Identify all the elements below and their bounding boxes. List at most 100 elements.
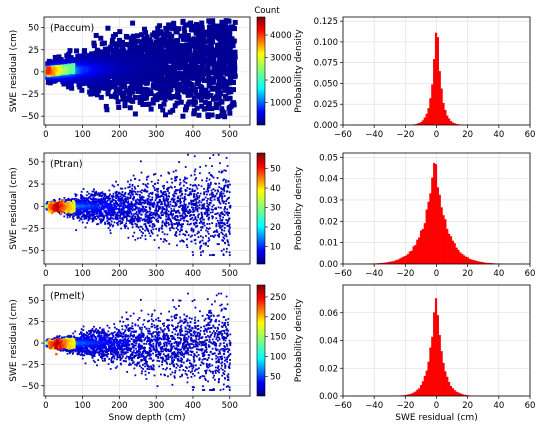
heatmap-cell (204, 213, 206, 216)
heatmap-cell (174, 85, 180, 91)
heatmap-cell (198, 97, 204, 103)
heatmap-cell (179, 240, 182, 243)
heatmap-cell (117, 199, 120, 201)
heatmap-cell (186, 206, 189, 209)
heatmap-cell (198, 207, 201, 209)
heatmap-cell (96, 194, 99, 196)
heatmap-cell (186, 231, 188, 234)
x-tick-label: −60 (334, 130, 352, 140)
heatmap-cell (100, 214, 103, 217)
heatmap-cell (181, 192, 183, 195)
heatmap-cell (198, 204, 201, 206)
heatmap-cell (225, 156, 228, 159)
heatmap-cell (64, 199, 67, 202)
heatmap-cell (129, 218, 132, 221)
heatmap-cell (165, 57, 171, 63)
heatmap-cell (144, 213, 147, 216)
heatmap-cell (144, 190, 146, 193)
heatmap-cell (208, 178, 211, 181)
heatmap-cell (91, 220, 94, 223)
heatmap-cell (162, 206, 164, 208)
heatmap-cell (124, 204, 127, 207)
heatmap-cell (124, 201, 127, 204)
heatmap-cell (212, 209, 214, 211)
heatmap-cell (66, 214, 69, 217)
heatmap-cell (186, 210, 189, 213)
heatmap-cell (215, 42, 221, 48)
heatmap-cell (104, 202, 107, 205)
heatmap-cell (181, 53, 187, 59)
heatmap-cell (220, 231, 223, 234)
heatmap-cell (171, 205, 174, 207)
heatmap-cell (106, 211, 109, 214)
heatmap-cell (230, 61, 236, 67)
heatmap-cell (200, 229, 203, 232)
heatmap-cell (227, 95, 233, 101)
heatmap-cell (155, 228, 158, 230)
heatmap-cell (195, 198, 198, 201)
heatmap-cell (221, 62, 227, 68)
heatmap-cell (160, 211, 163, 214)
heatmap-cell (107, 204, 110, 207)
histogram-bar (421, 120, 425, 125)
heatmap-cell (206, 75, 212, 81)
heatmap-cell (223, 214, 226, 216)
heatmap-cell (150, 32, 156, 38)
heatmap-cell (160, 190, 162, 192)
heatmap-cell (180, 62, 186, 68)
heatmap-cell (161, 221, 164, 224)
heatmap-cell (66, 198, 69, 201)
heatmap-cell (124, 95, 130, 101)
heatmap-cell (140, 101, 146, 107)
heatmap-cell (137, 68, 143, 74)
heatmap-cell (157, 95, 163, 101)
heatmap-cell (229, 204, 232, 207)
heatmap-cell (217, 39, 223, 45)
heatmap-cell (158, 227, 161, 230)
heatmap-cell (78, 219, 81, 222)
heatmap-cell (189, 70, 195, 76)
heatmap-cell (95, 190, 98, 193)
x-tick-label: 200 (111, 130, 127, 140)
heatmap-cell (146, 221, 149, 224)
heatmap-cell (71, 212, 74, 215)
heatmap-cell (188, 194, 190, 197)
heatmap-cell (158, 89, 164, 95)
axes-frame (342, 16, 531, 126)
heatmap-cell (228, 196, 231, 199)
heatmap-cell (91, 43, 97, 49)
heatmap-cell (140, 93, 146, 99)
heatmap-cell (224, 206, 226, 208)
heatmap-cell (161, 227, 163, 230)
heatmap-cell (206, 202, 209, 205)
heatmap-cell (205, 208, 208, 210)
heatmap-cell (191, 203, 194, 206)
heatmap-cell (147, 197, 150, 200)
heatmap-cell (76, 211, 79, 214)
heatmap-cell (87, 218, 90, 221)
heatmap-cell (121, 213, 124, 216)
heatmap-cell (198, 241, 201, 244)
heatmap-cell (220, 222, 223, 225)
heatmap-cell (132, 214, 135, 217)
heatmap-cell (111, 216, 113, 219)
heatmap-cell (207, 19, 213, 25)
heatmap-cell (122, 203, 125, 206)
heatmap-cell (163, 60, 169, 66)
heatmap-cell (124, 195, 127, 198)
heatmap-cell (121, 48, 127, 54)
heatmap-cell (193, 204, 195, 206)
heatmap-cell (180, 187, 183, 190)
y-tick-label: −25 (21, 90, 39, 100)
heatmap-cell (226, 211, 229, 214)
heatmap-cell (202, 223, 205, 225)
heatmap-cell (170, 186, 173, 189)
heatmap-cell (222, 253, 225, 256)
heatmap-cell (99, 192, 102, 195)
histogram-bar (419, 122, 423, 125)
heatmap-cell (193, 70, 199, 76)
heatmap-cell (140, 171, 143, 174)
heatmap-cell (202, 242, 205, 245)
heatmap-cell (68, 215, 71, 218)
heatmap-cell (213, 254, 215, 257)
